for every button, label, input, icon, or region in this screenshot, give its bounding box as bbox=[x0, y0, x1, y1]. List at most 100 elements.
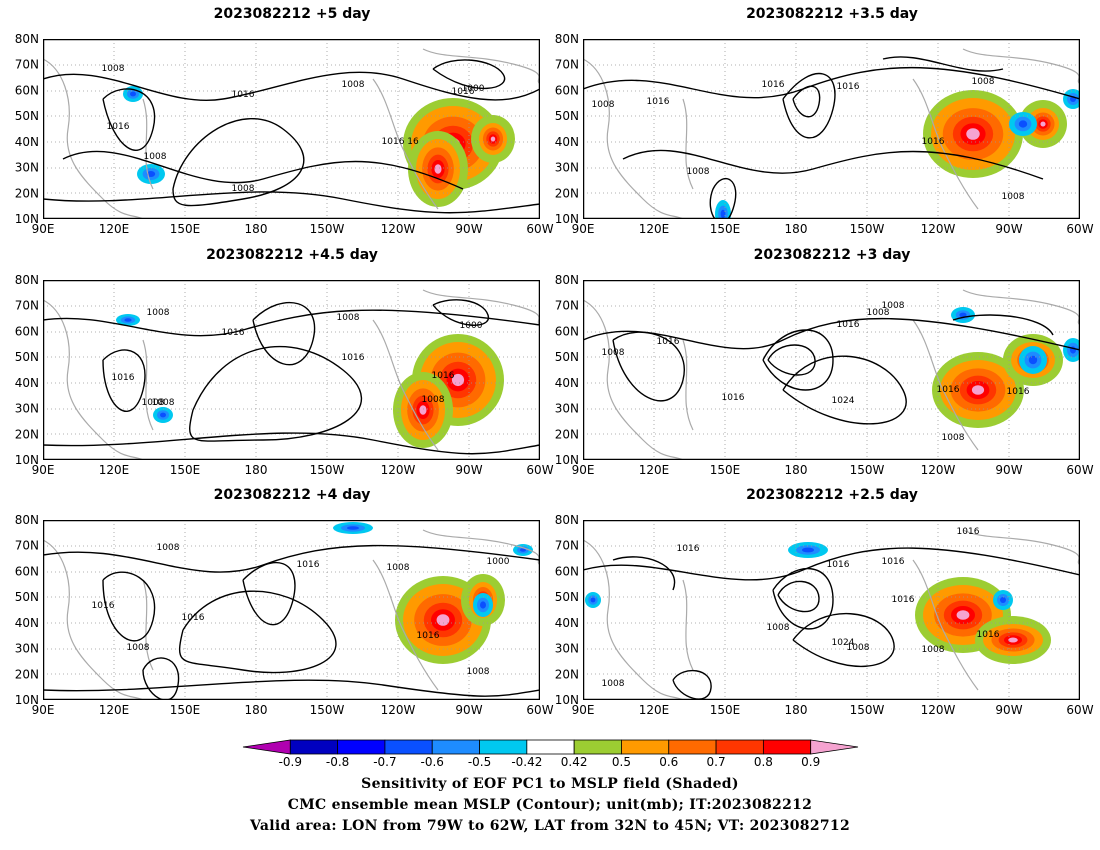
contour-label: 1016 bbox=[677, 544, 700, 554]
axis-labels: 80N 70N 60N 50N 40N 30N 20N 10N 90E 120E 150E 180 15… bbox=[15, 32, 1094, 717]
sensitivity-shading-negative bbox=[333, 522, 373, 534]
lat-tick-label: 40N bbox=[555, 376, 579, 390]
lat-tick-label: 80N bbox=[15, 32, 39, 46]
sensitivity-shading-negative bbox=[513, 544, 533, 556]
coastline bbox=[43, 529, 540, 700]
lon-tick-label: 60W bbox=[526, 463, 553, 477]
coastline bbox=[583, 529, 1080, 700]
contour-label: 1016 bbox=[182, 613, 205, 623]
sensitivity-shading-positive bbox=[923, 90, 1023, 178]
lat-tick-label: 80N bbox=[15, 273, 39, 287]
sensitivity-shading-positive bbox=[471, 115, 515, 163]
contour-label: 1008 bbox=[232, 184, 255, 194]
mslp-contour bbox=[189, 345, 363, 442]
colorbar-tick-label: -0.6 bbox=[420, 755, 444, 769]
lon-tick-label: 180 bbox=[785, 222, 808, 236]
lat-tick-label: 80N bbox=[555, 32, 579, 46]
lon-tick-label: 120W bbox=[921, 703, 956, 717]
lat-tick-label: 40N bbox=[15, 376, 39, 390]
lon-tick-label: 180 bbox=[245, 222, 268, 236]
lon-tick-label: 90W bbox=[455, 222, 482, 236]
lat-tick-label: 10N bbox=[555, 212, 579, 226]
lon-tick-label: 150E bbox=[170, 463, 201, 477]
contour-label: 1008 bbox=[867, 308, 890, 318]
lon-tick-label: 150W bbox=[310, 703, 345, 717]
map-frame bbox=[583, 520, 1080, 700]
lat-tick-label: 40N bbox=[15, 135, 39, 149]
contour-label: 1008 bbox=[337, 313, 360, 323]
contour-label: 1008 bbox=[847, 643, 870, 653]
contour-label: 1016 bbox=[937, 385, 960, 395]
lat-tick-label: 70N bbox=[555, 58, 579, 72]
mslp-contour bbox=[762, 329, 834, 391]
lon-tick-label: 150E bbox=[710, 222, 741, 236]
lat-tick-label: 20N bbox=[15, 427, 39, 441]
lon-tick-label: 90E bbox=[572, 463, 595, 477]
colorbar-tick-label: 0.8 bbox=[753, 755, 773, 769]
map-canvas: 1008 1016 1016 1016 1008 1016 1008 1008 bbox=[583, 39, 1080, 219]
panel-title-5: 2023082212 +4 day bbox=[213, 487, 371, 503]
panel-title-1: 2023082212 +5 day bbox=[213, 6, 371, 22]
colorbar-swatch bbox=[621, 739, 670, 755]
mslp-contour bbox=[102, 88, 156, 151]
sensitivity-shading-positive bbox=[408, 131, 468, 207]
lon-tick-label: 150W bbox=[310, 222, 345, 236]
lat-tick-label: 80N bbox=[555, 513, 579, 527]
contour-label: 1016 bbox=[382, 137, 405, 147]
map-panel-1: 1008 1016 1008 1016 1016 1008 1008 1000 1016 16 bbox=[43, 39, 540, 219]
lat-tick-label: 40N bbox=[15, 616, 39, 630]
lat-tick-label: 30N bbox=[555, 402, 579, 416]
map-panel-6: 1016 1016 1016 1008 1008 1016 1024 1016 1016 1008… bbox=[583, 520, 1080, 700]
contour-label: 1016 bbox=[837, 82, 860, 92]
contour-label: 1024 bbox=[832, 638, 855, 648]
colorbar-tick-label: 0.9 bbox=[801, 755, 821, 769]
mslp-contour bbox=[172, 118, 305, 207]
sensitivity-shading-negative bbox=[585, 592, 601, 608]
colorbar-swatch bbox=[526, 739, 575, 755]
lon-tick-label: 120E bbox=[639, 463, 670, 477]
contour-label: 1016 bbox=[762, 80, 785, 90]
lat-tick-label: 60N bbox=[555, 83, 579, 97]
contour-label: 1016 bbox=[882, 557, 905, 567]
lon-tick-label: 120W bbox=[921, 222, 956, 236]
lon-tick-label: 60W bbox=[526, 703, 553, 717]
contour-label: 1008 bbox=[767, 623, 790, 633]
lon-tick-label: 90W bbox=[455, 703, 482, 717]
lon-tick-label: 180 bbox=[785, 463, 808, 477]
lon-tick-label: 90E bbox=[572, 703, 595, 717]
colorbar-swatch bbox=[810, 739, 859, 755]
mslp-contour bbox=[43, 432, 540, 455]
mslp-contour bbox=[43, 71, 540, 101]
sensitivity-shading-positive bbox=[1019, 100, 1067, 148]
map-canvas: 1016 1016 1016 1008 1008 1016 1024 1016 1016 1008… bbox=[583, 520, 1080, 700]
lon-tick-label: 120W bbox=[381, 703, 416, 717]
lon-tick-label: 90E bbox=[32, 463, 55, 477]
contour-label: 1008 bbox=[602, 348, 625, 358]
contour-label: 1016 bbox=[1007, 387, 1030, 397]
contour-label: 1008 bbox=[1002, 192, 1025, 202]
lon-tick-label: 180 bbox=[245, 463, 268, 477]
map-frame bbox=[43, 39, 540, 219]
mslp-contour bbox=[432, 59, 506, 90]
lat-tick-label: 60N bbox=[555, 564, 579, 578]
lon-tick-label: 120W bbox=[381, 222, 416, 236]
contour-label: 1016 bbox=[92, 601, 115, 611]
mslp-contour bbox=[179, 590, 337, 674]
colorbar-swatch bbox=[431, 739, 480, 755]
contour-label: 1016 bbox=[657, 337, 680, 347]
lon-tick-label: 120E bbox=[99, 222, 130, 236]
contour-label: 1008 bbox=[467, 667, 490, 677]
lat-tick-label: 20N bbox=[15, 186, 39, 200]
contour-label: 1008 bbox=[592, 100, 615, 110]
lon-tick-label: 150E bbox=[170, 703, 201, 717]
contour-label: 1008 bbox=[157, 543, 180, 553]
contour-label: 1016 bbox=[647, 97, 670, 107]
contour-label: 1016 bbox=[722, 393, 745, 403]
lat-tick-label: 60N bbox=[15, 564, 39, 578]
mslp-contour bbox=[782, 355, 907, 425]
map-panel-2: 1008 1016 1016 1016 1008 1016 1008 1008 bbox=[583, 39, 1080, 219]
lat-tick-label: 70N bbox=[555, 299, 579, 313]
colorbar-tick-label: 0.6 bbox=[659, 755, 679, 769]
lat-tick-label: 50N bbox=[15, 109, 39, 123]
lon-tick-label: 180 bbox=[245, 703, 268, 717]
